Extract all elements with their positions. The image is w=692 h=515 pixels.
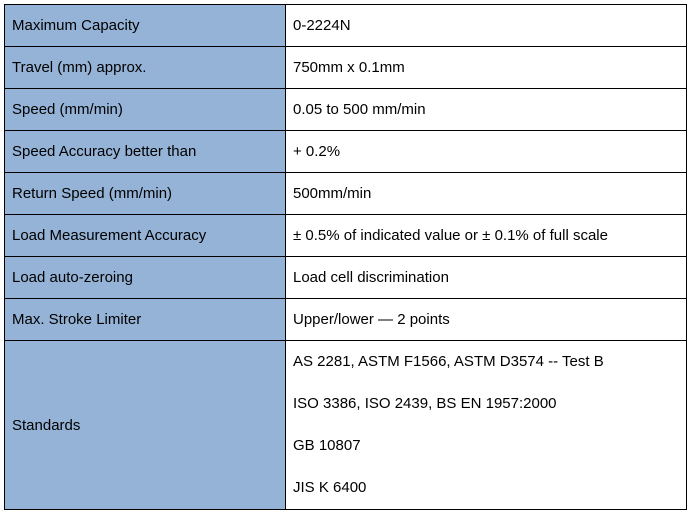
row-value: Load cell discrimination [285, 256, 687, 299]
spec-table: Maximum Capacity 0-2224N Travel (mm) appro… [4, 4, 687, 510]
table-body: Maximum Capacity 0-2224N Travel (mm) appro… [4, 4, 687, 510]
standard-item: ISO 3386, ISO 2439, BS EN 1957:2000 [293, 395, 557, 412]
row-value: 0.05 to 500 mm/min [285, 88, 687, 131]
table-row: Standards AS 2281, ASTM F1566, ASTM D3574… [4, 340, 687, 510]
row-label: Travel (mm) approx. [4, 46, 286, 89]
standard-item: JIS K 6400 [293, 479, 367, 496]
row-label: Speed Accuracy better than [4, 130, 286, 173]
row-value: 500mm/min [285, 172, 687, 215]
standard-item: AS 2281, ASTM F1566, ASTM D3574 -- Test … [293, 353, 604, 370]
row-label: Maximum Capacity [4, 4, 286, 47]
standard-item: GB 10807 [293, 437, 361, 454]
table-row: Maximum Capacity 0-2224N [4, 4, 687, 47]
row-value: ± 0.5% of indicated value or ± 0.1% of f… [285, 214, 687, 257]
table-row: Max. Stroke Limiter Upper/lower — 2 point… [4, 298, 687, 341]
table-row: Travel (mm) approx. 750mm x 0.1mm [4, 46, 687, 89]
row-value: Upper/lower — 2 points [285, 298, 687, 341]
row-value: 0-2224N [285, 4, 687, 47]
row-label: Return Speed (mm/min) [4, 172, 286, 215]
row-value: AS 2281, ASTM F1566, ASTM D3574 -- Test … [285, 340, 687, 510]
table-row: Speed Accuracy better than + 0.2% [4, 130, 687, 173]
table-row: Return Speed (mm/min) 500mm/min [4, 172, 687, 215]
table-row: Load auto-zeroing Load cell discriminatio… [4, 256, 687, 299]
row-label: Max. Stroke Limiter [4, 298, 286, 341]
table-row: Load Measurement Accuracy ± 0.5% of indic… [4, 214, 687, 257]
row-label: Load Measurement Accuracy [4, 214, 286, 257]
row-label: Standards [4, 340, 286, 510]
row-value: + 0.2% [285, 130, 687, 173]
row-label: Speed (mm/min) [4, 88, 286, 131]
row-label: Load auto-zeroing [4, 256, 286, 299]
table-row: Speed (mm/min) 0.05 to 500 mm/min [4, 88, 687, 131]
row-value: 750mm x 0.1mm [285, 46, 687, 89]
